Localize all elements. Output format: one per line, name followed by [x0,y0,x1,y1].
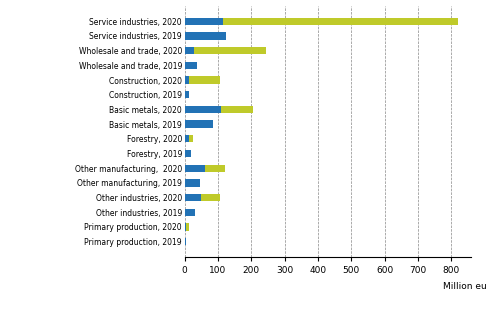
Bar [185,62,197,69]
Bar [189,135,193,142]
Bar [221,106,253,113]
Bar [185,32,226,40]
Bar [194,47,266,54]
Bar [185,238,186,245]
Bar [201,194,220,201]
Bar [185,47,194,54]
Bar [185,135,189,142]
Bar [185,91,189,98]
Bar [185,223,186,231]
Bar [185,150,191,157]
Bar [185,106,221,113]
Bar [185,208,195,216]
Bar [186,223,189,231]
Bar [189,76,220,84]
Bar [185,18,223,25]
Bar [185,76,189,84]
Bar [185,179,200,187]
Bar [185,165,205,172]
Bar [185,121,213,128]
Bar [205,165,225,172]
Legend: Common subsidies, Subsidies on basis of economic downturn: Common subsidies, Subsidies on basis of … [69,312,354,313]
X-axis label: Million euros: Million euros [443,282,486,291]
Bar [185,194,201,201]
Bar [223,18,458,25]
